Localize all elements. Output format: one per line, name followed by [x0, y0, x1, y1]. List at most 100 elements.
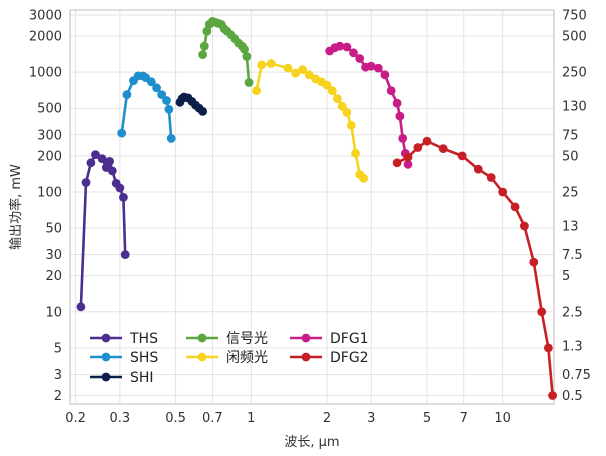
data-point: [342, 108, 352, 117]
data-point: [166, 134, 176, 143]
data-point: [413, 143, 423, 152]
data-point: [240, 44, 250, 54]
y-tick-label: 3000: [29, 8, 62, 23]
data-point: [198, 107, 208, 116]
legend: THS 信号光 DFG1 SHS 闲频光 DFG2 SHI: [90, 331, 369, 386]
legend-swatch-marker: [197, 352, 207, 362]
data-point: [304, 70, 314, 80]
y-axis-title: 输出功率, mW: [8, 164, 24, 250]
series-line: [396, 139, 554, 396]
data-point: [392, 158, 402, 168]
data-point: [117, 128, 127, 138]
y-tick-label: 10: [45, 305, 62, 320]
x-tick-label: 7: [460, 411, 468, 426]
data-point: [392, 98, 402, 108]
y-tick-label: 3: [54, 368, 62, 383]
data-point: [438, 144, 448, 154]
data-point: [548, 391, 557, 400]
legend-label: THS: [129, 331, 158, 347]
data-point: [157, 90, 167, 99]
legend-label: SHS: [130, 350, 158, 366]
y-right-tick-label: 1.3: [562, 339, 583, 354]
legend-swatch-marker: [197, 333, 207, 343]
y-right-tick-label: 130: [562, 100, 587, 115]
x-axis-title: 波长, µm: [284, 435, 339, 450]
data-point: [537, 307, 547, 317]
x-tick-label: 0.2: [65, 411, 86, 426]
data-point: [498, 187, 508, 197]
legend-item: SHI: [90, 370, 154, 386]
data-point: [342, 42, 352, 52]
legend-swatch-marker: [301, 352, 311, 362]
data-point: [257, 60, 267, 70]
data-point: [373, 63, 383, 73]
y-tick-label: 50: [45, 222, 62, 237]
legend-item: DFG1: [290, 331, 369, 347]
legend-label: 闲频光: [226, 350, 268, 366]
data-point: [355, 54, 365, 63]
data-point: [152, 83, 162, 93]
plot-frame: [69, 9, 555, 405]
data-point: [333, 94, 342, 104]
legend-swatch-marker: [301, 333, 311, 343]
data-point: [298, 65, 307, 74]
data-point: [337, 101, 347, 111]
data-point: [81, 178, 91, 187]
legend-item: DFG2: [290, 350, 369, 366]
data-point: [346, 120, 356, 130]
data-point: [380, 70, 390, 80]
series-SHS: [117, 71, 176, 143]
series-闲频光: [252, 59, 369, 183]
data-point: [366, 61, 376, 71]
series-SHI: [175, 92, 208, 116]
data-point: [97, 154, 107, 164]
data-point: [91, 150, 100, 160]
y-axis-left: 2 3 5 10 20 30 50 100 200 300 500 1000 2000 3000: [29, 8, 62, 404]
data-point: [283, 63, 293, 73]
data-point: [457, 151, 467, 161]
data-point: [403, 159, 413, 169]
data-point: [520, 221, 529, 231]
y-tick-label: 300: [37, 128, 62, 143]
data-point: [162, 96, 171, 105]
x-tick-label: 3: [367, 411, 375, 426]
data-point: [86, 158, 96, 168]
y-tick-label: 2000: [29, 30, 62, 45]
series-DFG2: [392, 136, 557, 400]
data-point: [242, 52, 252, 61]
y-right-tick-label: 500: [562, 30, 587, 45]
y-right-tick-label: 0.5: [562, 389, 583, 404]
x-tick-label: 2: [323, 411, 331, 426]
data-point: [266, 59, 276, 68]
x-tick-label: 0.3: [110, 411, 131, 426]
data-point: [291, 68, 300, 78]
data-point: [403, 152, 413, 162]
x-tick-label: 1: [247, 411, 255, 426]
x-tick-label: 10: [494, 411, 511, 426]
legend-item: THS: [90, 331, 158, 347]
legend-swatch-marker: [101, 333, 111, 343]
y-right-tick-label: 5: [562, 269, 570, 284]
data-point: [359, 173, 369, 183]
legend-label: SHI: [130, 370, 154, 386]
data-point: [198, 50, 208, 59]
y-right-tick-label: 75: [562, 128, 579, 143]
y-tick-label: 200: [37, 149, 62, 164]
data-point: [105, 157, 114, 166]
data-point: [146, 77, 156, 87]
data-point: [398, 134, 408, 143]
data-point: [510, 202, 520, 212]
y-tick-label: 500: [37, 102, 62, 117]
y-tick-label: 2: [54, 389, 62, 404]
data-point: [322, 80, 332, 90]
data-point: [76, 302, 86, 312]
legend-swatch-marker: [101, 352, 111, 362]
x-tick-label: 0.5: [165, 411, 186, 426]
legend-label: DFG1: [330, 331, 369, 347]
y-tick-label: 5: [54, 341, 62, 356]
data-point: [122, 90, 132, 99]
series-line: [255, 62, 365, 180]
data-point: [422, 136, 432, 146]
data-point: [351, 148, 360, 158]
